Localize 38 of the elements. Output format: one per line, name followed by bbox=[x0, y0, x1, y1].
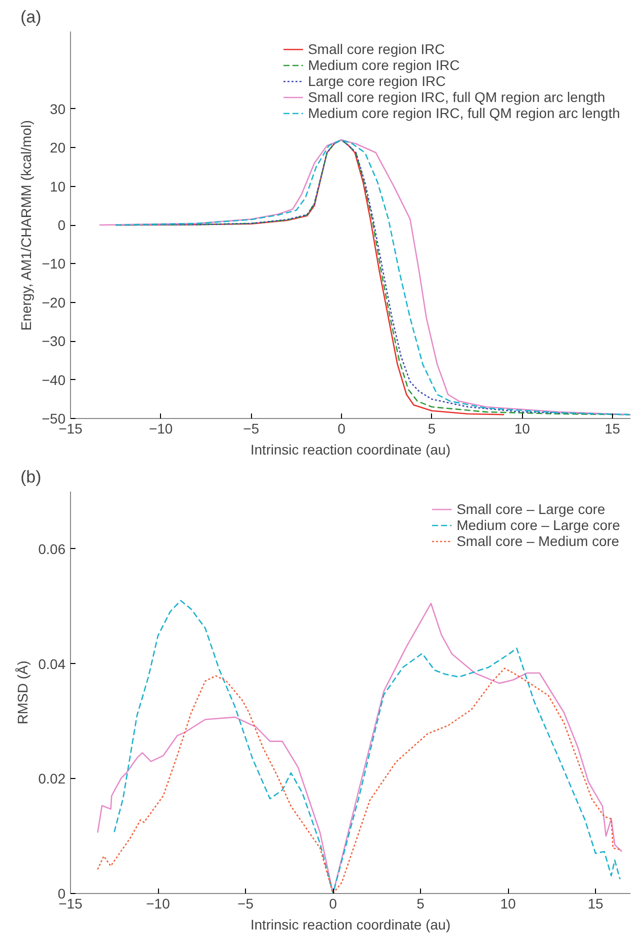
legend-label: Small core region IRC, full QM region arc length bbox=[308, 89, 606, 105]
y-tick-label: −30 bbox=[42, 333, 66, 350]
x-tick-label: 10 bbox=[500, 896, 516, 912]
y-tick-label: −10 bbox=[42, 256, 66, 272]
text: (a) bbox=[20, 8, 42, 26]
y-tick-label: 0 bbox=[58, 217, 66, 233]
x-tick-label: 15 bbox=[588, 896, 604, 912]
y-tick-label: −40 bbox=[42, 372, 66, 388]
legend-label: Small core – Large core bbox=[456, 501, 606, 517]
x-tick-label: −10 bbox=[146, 896, 170, 912]
y-axis-title: Energy, AM1/CHARMM (kcal/mol) bbox=[18, 120, 34, 331]
legend-label: Small core region IRC bbox=[308, 41, 445, 57]
x-tick-label: 10 bbox=[514, 420, 530, 436]
x-tick-label: −5 bbox=[243, 420, 260, 436]
legend-label: Medium core region IRC bbox=[308, 57, 460, 73]
y-axis-title: RMSD (Å) bbox=[14, 660, 30, 724]
x-axis-title: Intrinsic reaction coordinate (au) bbox=[250, 442, 451, 458]
x-tick-label: 5 bbox=[416, 896, 425, 912]
line-series bbox=[96, 668, 622, 894]
x-tick-label: 0 bbox=[329, 896, 338, 912]
y-tick-label: −20 bbox=[42, 294, 66, 310]
x-tick-label: −5 bbox=[238, 896, 254, 912]
x-tick-label: 15 bbox=[604, 420, 620, 436]
y-tick-label: 10 bbox=[50, 178, 66, 194]
y-tick-label: 0.04 bbox=[38, 656, 66, 672]
x-tick-label: 0 bbox=[338, 420, 346, 436]
text: (b) bbox=[20, 468, 42, 486]
y-tick-label: 0.06 bbox=[38, 540, 66, 557]
legend-label: Medium core region IRC, full QM region arc length bbox=[308, 105, 620, 121]
legend-label: Medium core – Large core bbox=[456, 517, 620, 533]
x-tick-label: −10 bbox=[148, 420, 173, 436]
y-tick-label: 30 bbox=[50, 100, 66, 117]
y-tick-label: 0.02 bbox=[38, 770, 66, 787]
legend-label: Small core – Medium core bbox=[456, 533, 620, 549]
x-tick-label: 5 bbox=[428, 420, 436, 436]
legend-label: Large core region IRC bbox=[308, 73, 446, 89]
y-tick-label: 20 bbox=[50, 140, 66, 156]
x-axis-title: Intrinsic reaction coordinate (au) bbox=[250, 916, 451, 932]
